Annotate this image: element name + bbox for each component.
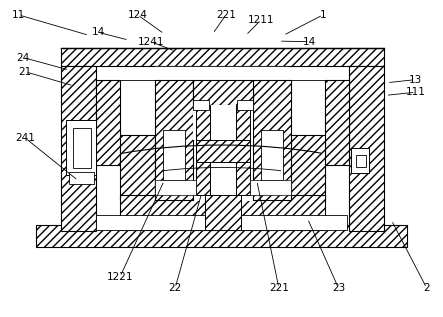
Polygon shape <box>250 180 291 195</box>
Text: 14: 14 <box>303 37 316 47</box>
Text: 221: 221 <box>269 283 289 293</box>
Polygon shape <box>96 80 120 165</box>
Text: 14: 14 <box>91 27 105 37</box>
Polygon shape <box>350 66 384 231</box>
Text: 1241: 1241 <box>138 37 164 47</box>
Text: 1: 1 <box>320 10 326 20</box>
Polygon shape <box>205 195 241 230</box>
Text: 124: 124 <box>128 10 148 20</box>
Polygon shape <box>351 148 369 173</box>
Polygon shape <box>193 105 253 140</box>
Polygon shape <box>61 66 96 231</box>
Polygon shape <box>155 180 196 195</box>
Polygon shape <box>253 80 291 200</box>
Polygon shape <box>357 155 366 167</box>
Polygon shape <box>66 120 96 175</box>
Polygon shape <box>69 172 93 184</box>
Polygon shape <box>120 135 155 200</box>
Polygon shape <box>61 49 384 66</box>
Polygon shape <box>196 140 250 162</box>
Text: 13: 13 <box>409 74 422 85</box>
Text: 22: 22 <box>169 283 182 293</box>
Text: 2: 2 <box>423 283 430 293</box>
Text: 23: 23 <box>332 283 345 293</box>
Polygon shape <box>155 80 193 200</box>
Polygon shape <box>290 135 325 200</box>
Polygon shape <box>155 66 288 201</box>
Polygon shape <box>73 128 90 168</box>
Polygon shape <box>261 130 283 180</box>
Polygon shape <box>193 80 253 105</box>
Polygon shape <box>210 162 236 195</box>
Text: 21: 21 <box>19 67 32 77</box>
Polygon shape <box>96 215 347 230</box>
Text: 11: 11 <box>12 10 25 20</box>
Polygon shape <box>163 130 185 180</box>
Text: 1211: 1211 <box>248 15 275 25</box>
Polygon shape <box>193 100 209 110</box>
Text: 24: 24 <box>16 53 30 62</box>
Polygon shape <box>36 225 407 247</box>
Text: 1221: 1221 <box>107 272 133 282</box>
Polygon shape <box>325 80 350 165</box>
Text: 241: 241 <box>16 133 35 143</box>
Polygon shape <box>236 105 250 195</box>
Text: 221: 221 <box>216 10 236 20</box>
Polygon shape <box>120 195 325 230</box>
Text: 111: 111 <box>406 87 426 97</box>
Polygon shape <box>237 100 253 110</box>
Polygon shape <box>196 105 210 195</box>
